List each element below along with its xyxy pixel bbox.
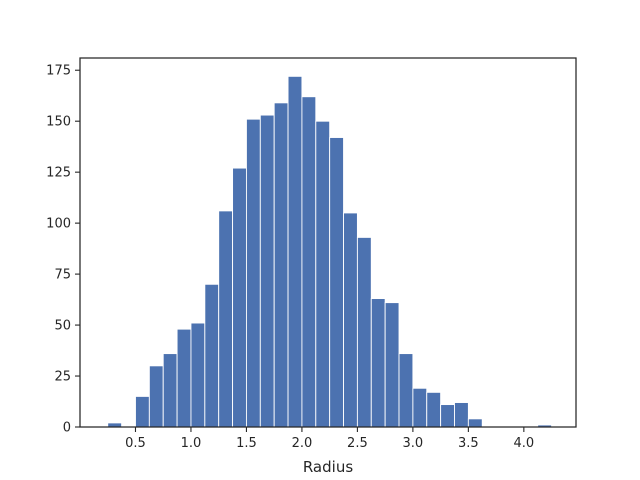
histogram-bar — [190, 322, 206, 428]
histogram-bar — [232, 167, 247, 428]
x-axis-title: Radius — [303, 458, 353, 476]
histogram-bar — [245, 118, 261, 428]
histogram-bar — [467, 418, 483, 428]
histogram-bar — [329, 137, 344, 428]
y-tick-label: 100 — [46, 217, 71, 232]
histogram-bar — [412, 387, 428, 428]
histogram-bar — [398, 353, 414, 428]
plot-frame — [79, 57, 577, 428]
histogram-bar — [440, 404, 455, 428]
histogram-bar — [273, 102, 289, 428]
x-tick-label: 1.0 — [181, 436, 202, 451]
y-tick-label: 75 — [54, 268, 71, 283]
y-tick-label: 175 — [46, 64, 71, 79]
histogram-bar — [259, 114, 275, 428]
histogram-bar — [384, 302, 400, 428]
x-tick-label: 1.5 — [236, 436, 257, 451]
y-tick-label: 125 — [46, 166, 71, 181]
x-tick-label: 0.5 — [125, 436, 146, 451]
y-tick-label: 50 — [54, 319, 71, 334]
x-tick-label: 2.5 — [347, 436, 368, 451]
histogram-bar — [176, 328, 192, 428]
histogram-bar — [315, 120, 331, 428]
x-tick-label: 3.0 — [403, 436, 424, 451]
histogram-bar — [426, 391, 442, 428]
histogram-bar — [135, 395, 150, 428]
y-axis-ticks: 0 25 50 75 100 125 150 175 — [46, 64, 80, 436]
histogram-bar — [287, 75, 303, 428]
x-tick-label: 4.0 — [514, 436, 535, 451]
histogram-bar — [370, 298, 386, 428]
histogram-bar — [356, 236, 372, 428]
histogram-bar — [454, 402, 469, 428]
histogram-bar — [204, 283, 220, 428]
histogram-bar — [148, 365, 164, 428]
y-tick-label: 25 — [54, 370, 71, 385]
histogram-bar — [301, 96, 317, 428]
histogram-bar — [218, 210, 234, 428]
histogram-bar — [343, 212, 358, 428]
y-tick-label: 0 — [63, 421, 71, 436]
histogram-bar — [162, 353, 178, 428]
x-tick-label: 2.0 — [292, 436, 313, 451]
x-tick-label: 3.5 — [458, 436, 479, 451]
y-tick-label: 150 — [46, 115, 71, 130]
x-axis-ticks: 0.5 1.0 1.5 2.0 2.5 3.0 3.5 4.0 — [125, 427, 534, 451]
histogram-bars — [107, 75, 553, 428]
